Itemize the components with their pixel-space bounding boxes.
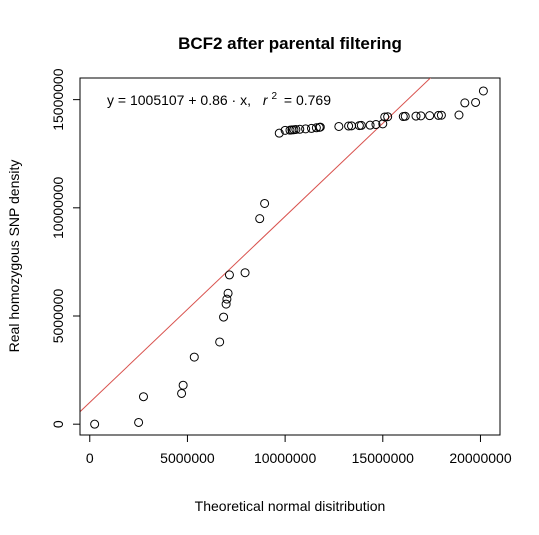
- y-tick-label: 0: [50, 420, 66, 428]
- data-point: [138, 392, 148, 402]
- data-point: [215, 337, 225, 347]
- r-squared-label: r: [263, 92, 269, 108]
- data-point: [371, 120, 381, 130]
- data-point: [255, 214, 265, 224]
- data-point: [224, 270, 234, 280]
- r-squared-exponent: 2: [271, 91, 277, 102]
- data-point: [301, 124, 311, 134]
- data-point: [178, 380, 188, 390]
- data-point: [334, 121, 344, 131]
- regression-line: [80, 78, 432, 413]
- x-tick-label: 0: [86, 450, 94, 466]
- data-point: [240, 268, 250, 278]
- data-point: [356, 120, 366, 130]
- chart-title: BCF2 after parental filtering: [178, 34, 402, 53]
- y-tick-label: 10000000: [50, 176, 66, 239]
- data-point: [416, 111, 426, 121]
- data-point: [311, 123, 321, 133]
- data-point: [221, 299, 231, 309]
- x-tick-label: 10000000: [254, 450, 317, 466]
- data-point: [436, 110, 446, 120]
- data-point: [460, 98, 470, 108]
- x-axis-label: Theoretical normal disitribution: [195, 498, 386, 514]
- data-point: [280, 125, 290, 135]
- data-point: [425, 111, 435, 121]
- data-point: [134, 417, 144, 427]
- data-point: [219, 312, 229, 322]
- x-tick-label: 15000000: [352, 450, 415, 466]
- data-point: [274, 128, 284, 138]
- y-axis: 0 5000000 10000000 15000000: [50, 68, 81, 428]
- data-point: [90, 419, 100, 429]
- data-point: [411, 111, 421, 121]
- regression-layer: [80, 78, 432, 413]
- y-axis-label: Real homozygous SNP density: [6, 160, 22, 353]
- data-point: [315, 122, 325, 132]
- data-point: [222, 294, 232, 304]
- data-point: [223, 288, 233, 298]
- data-point: [378, 119, 388, 129]
- data-point: [291, 124, 301, 134]
- regression-equation: y = 1005107 + 0.86 · x, r 2 = 0.769: [107, 86, 331, 108]
- x-tick-label: 20000000: [449, 450, 512, 466]
- data-point: [433, 110, 443, 120]
- data-point: [189, 352, 199, 362]
- data-point: [177, 388, 187, 398]
- data-point: [454, 110, 464, 120]
- y-tick-label: 5000000: [50, 289, 66, 344]
- data-point: [365, 120, 375, 130]
- data-point: [260, 198, 270, 208]
- data-point: [400, 111, 410, 121]
- data-point: [295, 124, 305, 134]
- r-squared-value: = 0.769: [284, 92, 331, 108]
- equation-text: y = 1005107 + 0.86 · x,: [107, 92, 251, 108]
- data-point: [344, 121, 354, 131]
- data-point: [478, 86, 488, 96]
- x-axis: 0 5000000 10000000 15000000 20000000: [86, 434, 512, 466]
- x-tick-label: 5000000: [160, 450, 215, 466]
- y-tick-label: 15000000: [50, 68, 66, 131]
- points-layer: [90, 86, 488, 429]
- data-point: [383, 112, 393, 122]
- data-point: [471, 97, 481, 107]
- data-point: [380, 112, 390, 122]
